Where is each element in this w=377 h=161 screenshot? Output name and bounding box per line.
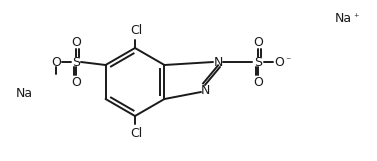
Text: O: O	[71, 35, 81, 48]
Text: Cl: Cl	[130, 24, 142, 37]
Text: S: S	[254, 56, 262, 68]
Text: ⁺: ⁺	[353, 13, 359, 23]
Text: Na: Na	[15, 86, 32, 99]
Text: O: O	[51, 56, 61, 68]
Text: N: N	[213, 56, 223, 68]
Text: O: O	[253, 76, 263, 89]
Text: Cl: Cl	[130, 127, 142, 140]
Text: S: S	[72, 56, 80, 68]
Text: ⁻: ⁻	[285, 56, 291, 66]
Text: O: O	[253, 35, 263, 48]
Text: O: O	[71, 76, 81, 89]
Text: N: N	[200, 84, 210, 96]
Text: O: O	[274, 56, 284, 68]
Text: Na: Na	[334, 11, 352, 24]
